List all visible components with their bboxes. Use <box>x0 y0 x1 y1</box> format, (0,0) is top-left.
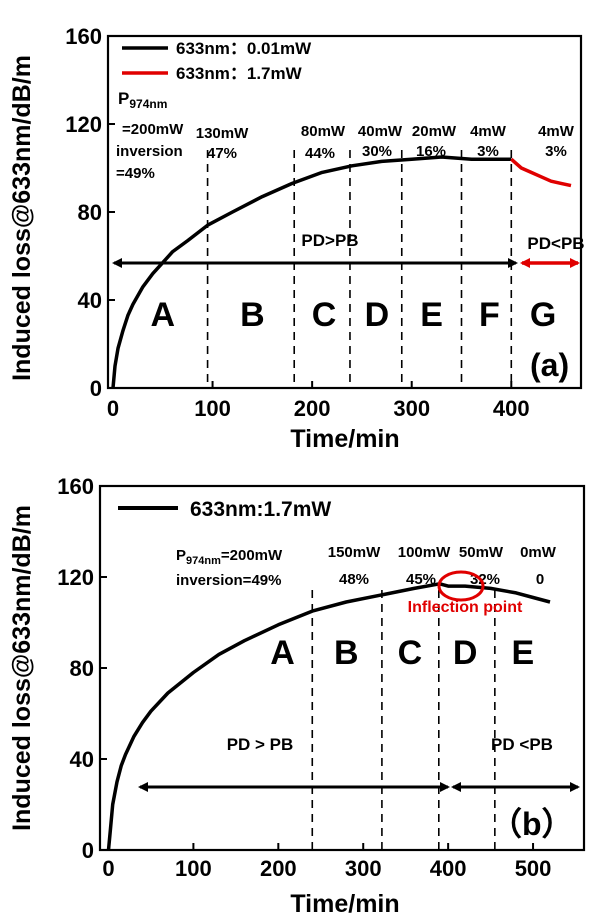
inversion-label-b-e: 0 <box>536 571 544 588</box>
y-tick-label: 80 <box>70 656 94 681</box>
series-line <box>510 157 572 188</box>
y-axis-title-b: Induced loss@633nm/dB/m <box>8 505 36 831</box>
y-tick-label: 120 <box>65 112 102 137</box>
x-tick-label: 200 <box>294 396 331 421</box>
series-line <box>106 582 551 851</box>
legend-b-label: 633nm:1.7mW <box>190 498 331 521</box>
inversion-label-a-d: 30% <box>362 143 392 160</box>
series-line <box>111 155 512 389</box>
pump-label-b-e: 0mW <box>520 544 557 561</box>
inversion-label-b-b: 48% <box>339 571 369 588</box>
region-label: C <box>312 296 337 334</box>
pd-gt-pb-label-a: PD>PB <box>301 231 358 250</box>
x-tick-label: 500 <box>515 856 552 881</box>
inversion-label-a-c: 44% <box>305 145 335 162</box>
y-tick-label: 0 <box>82 838 94 863</box>
y-tick-label: 160 <box>57 474 94 499</box>
panel-label-b: （b） <box>490 806 574 842</box>
x-tick-label: 300 <box>345 856 382 881</box>
pump-label-a-f: 4mW <box>470 123 507 140</box>
inversion-label-a-g: 3% <box>545 143 567 160</box>
region-label: F <box>479 296 500 334</box>
region-label: E <box>420 296 443 334</box>
p974-label-a: P974nm <box>118 89 167 111</box>
legend-a-label-black: 633nm：0.01mW <box>176 39 312 58</box>
x-tick-label: 100 <box>194 396 231 421</box>
region-label: B <box>240 296 265 334</box>
x-tick-label: 400 <box>430 856 467 881</box>
region-label: E <box>512 634 535 672</box>
inversion-label-a-b: 47% <box>207 145 237 162</box>
legend-a-label-red: 633nm：1.7mW <box>176 64 303 83</box>
x-tick-label: 100 <box>175 856 212 881</box>
p974-label-b: P974nm=200mW <box>176 547 283 567</box>
region-label: B <box>334 634 359 672</box>
region-label: D <box>453 634 478 672</box>
panel-b-plot-frame <box>98 484 586 852</box>
x-tick-label: 0 <box>102 856 114 881</box>
y-axis-title-a: Induced loss@633nm/dB/m <box>8 55 36 381</box>
pd-lt-pb-label-b: PD <PB <box>491 735 553 754</box>
pd-gt-pb-label-b: PD > PB <box>227 735 294 754</box>
first-pump-a: =200mW <box>122 121 184 138</box>
region-label: C <box>398 634 423 672</box>
y-tick-label: 40 <box>70 747 94 772</box>
x-axis-title-a: Time/min <box>290 425 399 453</box>
pump-label-a-c: 80mW <box>301 123 346 140</box>
y-tick-label: 160 <box>65 24 102 49</box>
pump-label-a-b: 130mW <box>196 125 249 142</box>
inflection-circle <box>437 570 485 602</box>
y-tick-label: 0 <box>90 376 102 401</box>
y-tick-label: 120 <box>57 565 94 590</box>
panel-a-plot-frame <box>106 34 583 390</box>
pd-lt-pb-label-a: PD<PB <box>527 234 584 253</box>
first-inversion-b: inversion=49% <box>176 572 281 589</box>
pump-label-a-d: 40mW <box>358 123 403 140</box>
x-axis-title-b: Time/min <box>290 890 399 918</box>
y-tick-label: 80 <box>78 200 102 225</box>
pump-label-a-e: 20mW <box>412 123 457 140</box>
region-label: D <box>365 296 390 334</box>
pump-label-b-c: 100mW <box>398 544 451 561</box>
x-tick-label: 200 <box>260 856 297 881</box>
y-tick-label: 40 <box>78 288 102 313</box>
inversion-label-a-e: 16% <box>416 143 446 160</box>
x-tick-label: 300 <box>393 396 430 421</box>
inflection-label: Inflection point <box>408 599 523 616</box>
region-label: G <box>530 296 556 334</box>
panel-label-a: (a) <box>530 347 569 383</box>
inversion-label-b-c: 45% <box>406 571 436 588</box>
x-tick-label: 0 <box>107 396 119 421</box>
first-inversion-label-a: inversion <box>116 143 183 160</box>
pump-label-b-d: 50mW <box>459 544 504 561</box>
x-tick-label: 400 <box>493 396 530 421</box>
pump-label-a-g: 4mW <box>538 123 575 140</box>
inversion-label-a-f: 3% <box>477 143 499 160</box>
first-inversion-value-a: =49% <box>116 165 155 182</box>
region-label: A <box>270 634 295 672</box>
pump-label-b-b: 150mW <box>328 544 381 561</box>
region-label: A <box>150 296 175 334</box>
